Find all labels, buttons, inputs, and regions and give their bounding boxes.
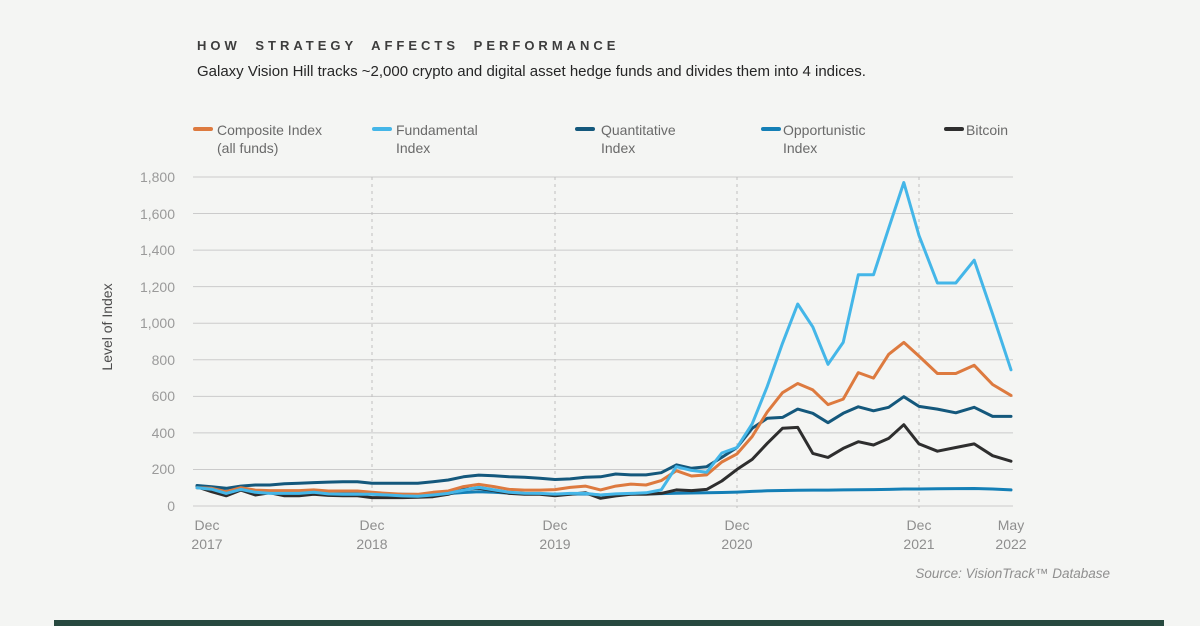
x-axis-tick-label: Dec 2021 [903, 517, 935, 552]
page-subtitle: Galaxy Vision Hill tracks ~2,000 crypto … [197, 63, 866, 80]
y-axis-tick-label: 200 [151, 461, 175, 478]
y-axis-tick-label: 400 [151, 424, 175, 441]
legend-label-composite: Composite Index (all funds) [217, 122, 323, 156]
legend-label-fundamental: Fundamental Index [396, 122, 478, 156]
legend-label-bitcoin: Bitcoin [966, 122, 1009, 138]
legend-swatch-composite [193, 127, 213, 131]
legend-swatch-fundamental [372, 127, 392, 131]
legend-label-quantitative: Quantitative Index [601, 122, 676, 156]
y-axis-tick-label: 0 [167, 498, 175, 514]
y-axis-tick-label: 1,600 [139, 205, 175, 222]
series-line-fundamental [195, 181, 1013, 498]
y-axis-tick-label: 600 [151, 388, 175, 405]
y-axis-tick-label: 1,200 [139, 278, 175, 295]
x-axis-tick-label: Dec 2020 [721, 517, 753, 552]
y-axis-tick-label: 1,000 [139, 315, 175, 332]
y-axis-tick-label: 1,800 [139, 169, 175, 185]
series-line-composite [195, 340, 1013, 496]
x-axis-tick-label: Dec 2019 [539, 517, 571, 552]
legend-swatch-quantitative [575, 127, 595, 131]
footer-accent-bar [54, 620, 1164, 626]
source-note: Source: VisionTrack™ Database [915, 566, 1110, 581]
y-axis-tick-label: 800 [151, 351, 175, 368]
page-title: HOW STRATEGY AFFECTS PERFORMANCE [197, 38, 620, 53]
legend-swatch-opportunistic [761, 127, 781, 131]
x-axis-tick-label: May 2022 [995, 517, 1027, 552]
legend-label-opportunistic: Opportunistic Index [783, 122, 866, 156]
x-axis-tick-label: Dec 2017 [191, 517, 223, 552]
series-line-bitcoin [195, 423, 1013, 500]
series-line-quantitative [195, 395, 1013, 490]
x-axis-tick-label: Dec 2018 [356, 517, 388, 552]
y-axis-tick-label: 1,400 [139, 242, 175, 259]
legend-swatch-bitcoin [944, 127, 964, 131]
